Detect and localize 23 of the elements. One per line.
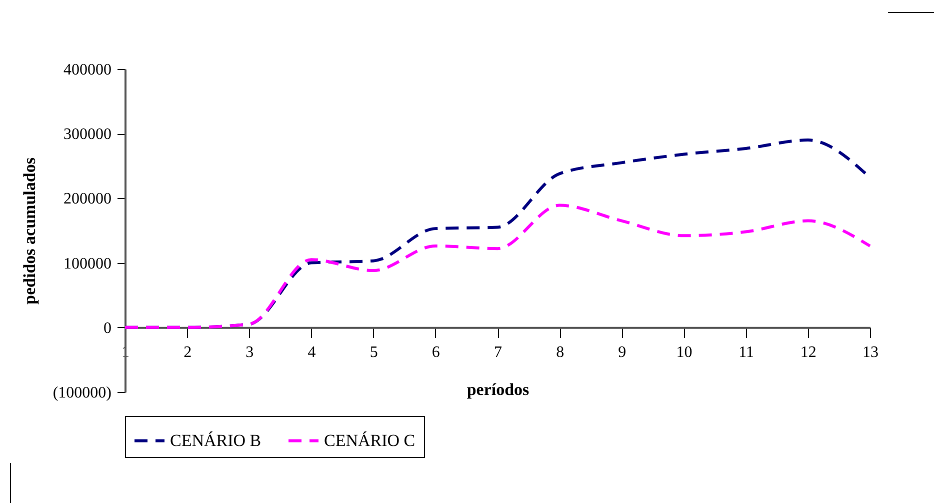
x-tick-label: 11	[738, 344, 754, 361]
x-tick-label: 12	[800, 344, 816, 361]
y-tick-label: 100000	[64, 255, 112, 272]
x-tick-label: 8	[556, 344, 564, 361]
y-tick-label: 0	[104, 320, 112, 337]
y-tick-label: 400000	[64, 62, 112, 78]
x-tick-label: 7	[494, 344, 502, 361]
x-axis-title: períodos	[466, 380, 530, 399]
legend-label: CENÁRIO C	[324, 430, 416, 450]
y-tick-label: (100000)	[52, 384, 112, 402]
y-tick-label: 200000	[64, 190, 112, 208]
y-tick-label: 300000	[64, 126, 112, 144]
x-tick-label: 5	[370, 344, 378, 361]
x-tick-label: 2	[184, 344, 192, 361]
x-tick-label: 6	[432, 344, 440, 361]
legend-label: CENÁRIO B	[170, 430, 262, 450]
x-tick-label: 3	[246, 344, 254, 361]
x-tick-label: 4	[308, 344, 316, 361]
x-tick-label: 10	[676, 344, 692, 361]
x-tick-label: 13	[862, 344, 878, 361]
line-series	[124, 204, 872, 329]
x-tick-label: 9	[618, 344, 626, 361]
y-axis-title: pedidos acumulados	[20, 157, 39, 304]
